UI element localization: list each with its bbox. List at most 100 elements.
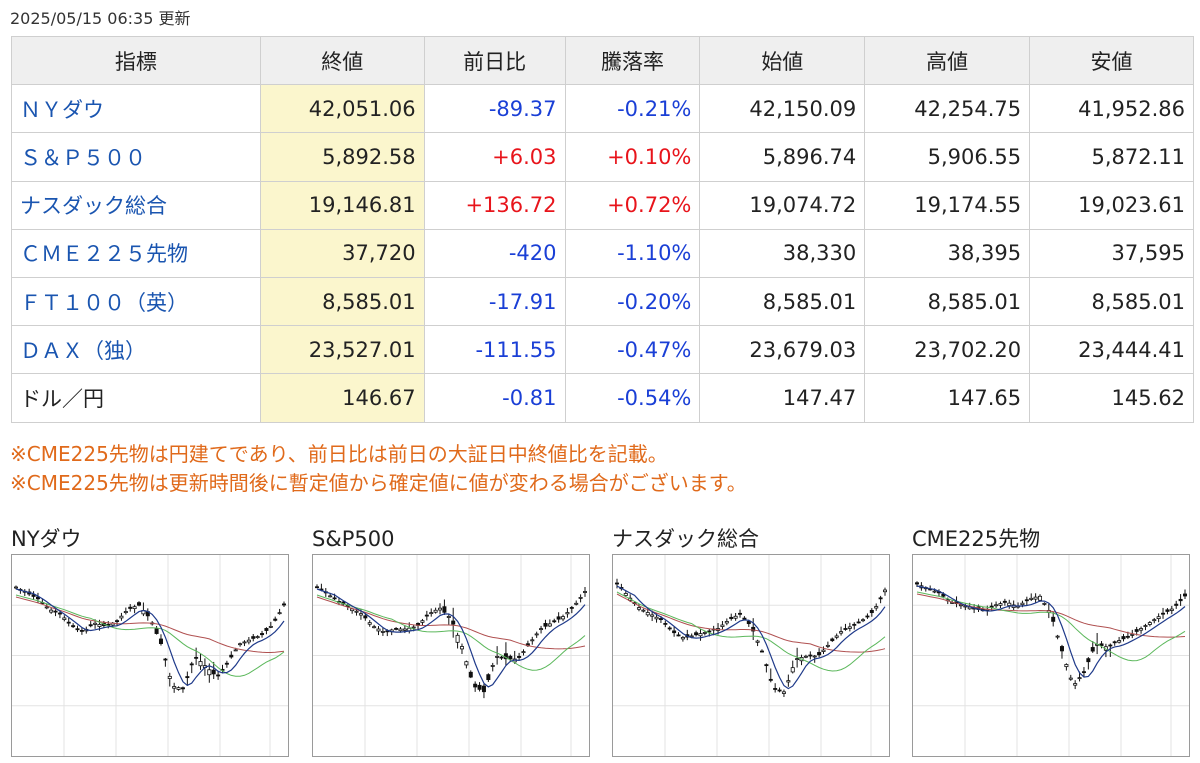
change-value: +136.72 [423,180,566,230]
index-name[interactable]: Ｓ＆Ｐ５００ [11,132,261,182]
candle-body [869,609,874,614]
candle-body [830,638,835,642]
candle-body [803,655,808,658]
candle-body [380,631,385,633]
candle-body [738,612,743,615]
open-value: 8,585.01 [699,276,866,327]
candle-body [781,691,786,694]
index-name[interactable]: ＣＭＥ２２５先物 [11,228,261,278]
chart-nydow[interactable]: NYダウ [11,524,289,757]
close-value: 37,720 [259,228,425,278]
candle-body [786,680,791,683]
ma-mid-line [616,591,886,672]
candle-body [1112,641,1117,644]
table-header-row: 指標 終値 前日比 騰落率 始値 高値 安値 [11,35,1194,86]
note-line: ※CME225先物は円建てであり、前日比は前日の大証日中終値比を記載。 [10,442,668,466]
candle-body [1068,677,1073,680]
candle-body [539,628,544,631]
col-header-high: 高値 [864,35,1031,86]
candle-body [720,624,725,627]
chart-svg [613,555,889,756]
candle-body [354,610,359,613]
table-row: ＤＡＸ（独） 23,527.01 -111.55 -0.47% 23,679.03 23,… [11,325,1194,375]
chart-canvas[interactable] [312,554,590,757]
candle-body [260,633,265,636]
chart-canvas[interactable] [11,554,289,757]
candle-body [742,617,747,620]
open-value: 38,330 [699,228,866,278]
candle-body [281,603,286,606]
candle-body [328,595,333,598]
candle-body [751,626,756,632]
index-name[interactable]: ナスダック総合 [11,180,261,230]
index-name[interactable]: ＦＴ１００（英） [11,276,261,327]
ma-short-line [916,585,1186,678]
candle-body [446,616,451,618]
index-name[interactable]: ＤＡＸ（独） [11,325,261,375]
candle-body [207,669,212,676]
chart-nasdaq[interactable]: ナスダック総合 [612,524,890,757]
candle-body [746,620,751,625]
ma-mid-line [15,594,285,677]
chart-cme225[interactable]: CME225先物 [912,524,1190,757]
candle-body [843,628,848,630]
candle-body [172,686,177,689]
candle-body [473,683,478,688]
candle-body [119,615,124,619]
candle-body [14,586,19,589]
update-timestamp: 2025/05/15 06:35 更新 [10,9,191,28]
low-value: 19,023.61 [1029,180,1194,230]
candle-body [1038,595,1043,601]
close-value: 19,146.81 [259,180,425,230]
candle-body [865,615,870,618]
candle-body [874,606,879,609]
candle-body [702,631,707,634]
high-value: 8,585.01 [864,276,1031,327]
change-value: -89.37 [423,84,566,134]
candle-body [1117,640,1122,643]
chart-canvas[interactable] [912,554,1190,757]
candle-body [398,628,403,632]
candle-body [1055,635,1060,638]
candle-body [1165,609,1170,612]
low-value: 5,872.11 [1029,132,1194,182]
candle-body [411,626,416,629]
candle-body [834,635,839,638]
candle-body [438,607,443,611]
low-value: 8,585.01 [1029,276,1194,327]
candle-body [459,646,464,650]
table-row: ＮＹダウ 42,051.06 -89.37 -0.21% 42,150.09 42,254… [11,84,1194,134]
candle-body [1143,625,1148,627]
candle-body [1130,634,1135,636]
candle-body [623,593,628,596]
candle-body [128,606,133,609]
candle-body [185,676,190,679]
index-name[interactable]: ＮＹダウ [11,84,261,134]
chart-sp500[interactable]: S&P500 [312,524,590,757]
candle-body [994,604,999,607]
candle-body [115,620,120,623]
high-value: 147.65 [864,373,1031,423]
candle-body [66,621,71,624]
candle-body [698,633,703,637]
change-value: +6.03 [423,132,566,182]
candle-body [825,644,830,647]
candle-body [1042,602,1047,605]
candle-body [176,687,181,690]
close-value: 146.67 [259,373,425,423]
low-value: 41,952.86 [1029,84,1194,134]
chart-canvas[interactable] [612,554,890,757]
candle-body [680,637,685,640]
change-value: -0.81 [423,373,566,423]
candle-body [79,629,84,632]
table-row: Ｓ＆Ｐ５００ 5,892.58 +6.03 +0.10% 5,896.74 5,906.5… [11,132,1194,182]
candle-body [1121,636,1126,640]
candle-body [93,622,98,625]
candle-body [641,609,646,612]
col-header-indicator: 指標 [11,35,261,86]
pct-value: -0.54% [564,373,701,423]
low-value: 145.62 [1029,373,1194,423]
candle-body [433,609,438,613]
candle-body [163,658,168,661]
col-header-low: 安値 [1029,35,1194,86]
